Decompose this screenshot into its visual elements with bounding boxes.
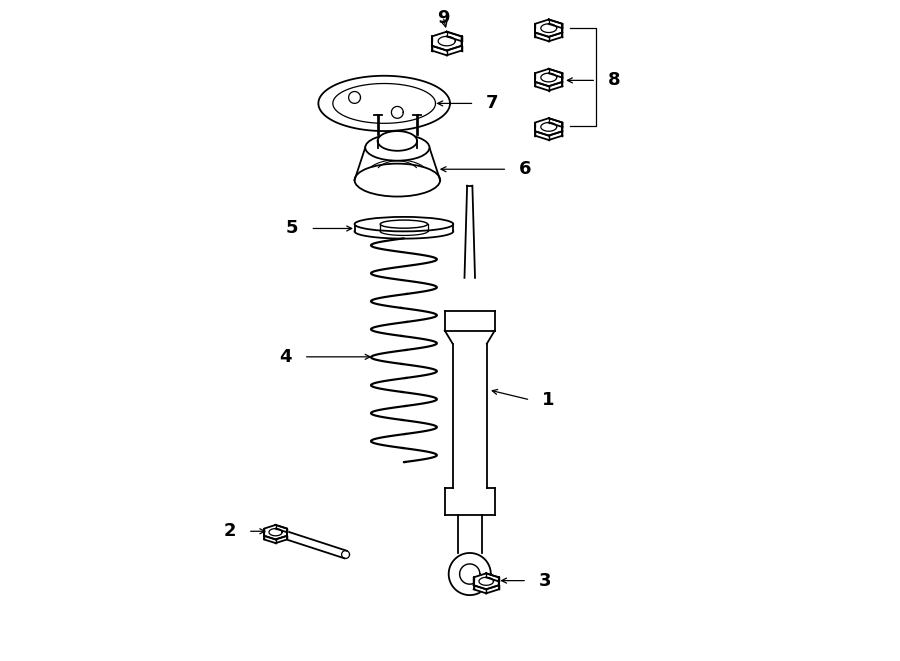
Polygon shape [285,531,346,559]
Polygon shape [536,32,549,41]
Polygon shape [265,525,287,539]
Polygon shape [549,19,562,28]
Polygon shape [458,515,482,553]
Polygon shape [536,69,562,86]
Text: 5: 5 [286,219,299,237]
Polygon shape [549,132,562,140]
Text: 8: 8 [608,71,621,89]
Polygon shape [445,311,495,330]
Polygon shape [265,536,275,543]
Text: 3: 3 [539,572,552,590]
Polygon shape [432,46,446,56]
Text: 2: 2 [223,522,236,540]
Polygon shape [464,186,475,278]
Polygon shape [549,69,562,77]
Ellipse shape [355,217,454,231]
Polygon shape [486,573,499,582]
Ellipse shape [380,220,428,228]
Polygon shape [549,32,562,41]
Polygon shape [275,536,287,543]
Polygon shape [446,32,462,41]
Polygon shape [473,585,486,594]
Ellipse shape [378,131,417,151]
Polygon shape [536,118,562,136]
Polygon shape [486,585,499,594]
Polygon shape [432,32,462,50]
Polygon shape [549,118,562,127]
Polygon shape [473,573,499,589]
Polygon shape [536,82,549,91]
Polygon shape [275,525,287,532]
Polygon shape [536,19,562,37]
Polygon shape [446,46,462,56]
Polygon shape [348,91,361,103]
Polygon shape [453,344,487,488]
Polygon shape [319,76,450,131]
Polygon shape [449,553,491,595]
Text: 4: 4 [280,348,292,366]
Polygon shape [549,82,562,91]
Polygon shape [392,106,403,118]
Text: 6: 6 [519,160,532,178]
Text: 1: 1 [542,391,554,408]
Text: 9: 9 [437,9,450,27]
Ellipse shape [355,164,440,196]
Ellipse shape [365,134,429,161]
Polygon shape [536,132,549,140]
Text: 7: 7 [486,95,499,112]
Polygon shape [445,488,495,515]
